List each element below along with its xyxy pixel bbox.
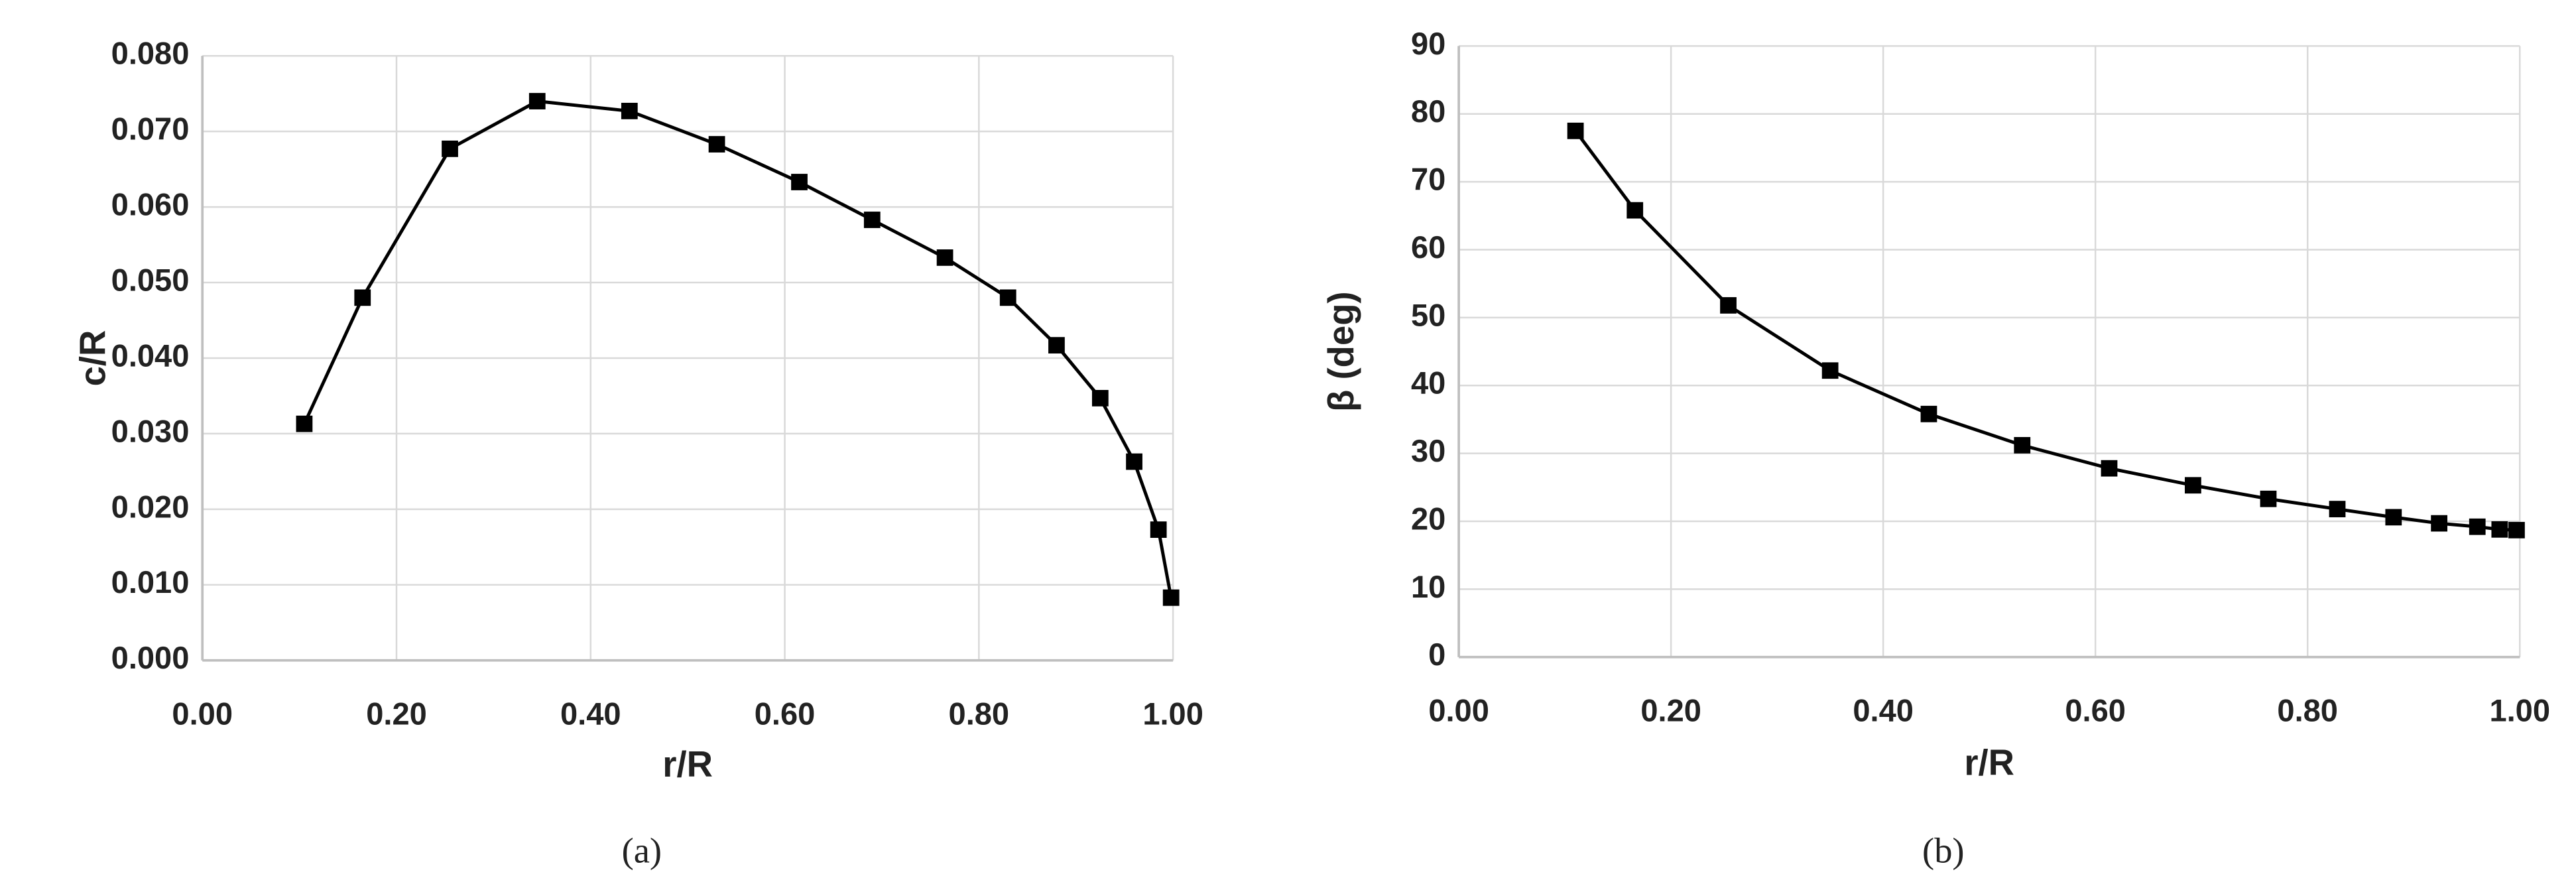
y-tick-label: 80	[1411, 94, 1445, 129]
y-tick-label: 50	[1411, 297, 1445, 332]
y-tick-label: 0	[1428, 637, 1445, 672]
x-tick-label: 0.80	[949, 696, 1010, 731]
y-tick-label: 40	[1411, 365, 1445, 401]
marker	[2185, 477, 2201, 494]
marker	[1048, 337, 1065, 353]
marker	[1720, 297, 1737, 314]
y-tick-label: 90	[1411, 26, 1445, 61]
caption: (b)	[1922, 830, 1965, 871]
marker	[1091, 389, 1109, 407]
y-tick-label: 0.030	[111, 413, 190, 448]
x-tick-label: 0.60	[755, 696, 816, 731]
x-tick-label: 0.00	[172, 696, 233, 731]
marker	[936, 249, 953, 266]
y-tick-label: 0.020	[111, 489, 190, 524]
marker	[1626, 202, 1644, 219]
y-tick-label: 0.050	[111, 262, 190, 297]
y-axis-label: β (deg)	[1321, 291, 1361, 412]
y-tick-label: 30	[1411, 433, 1445, 468]
marker	[2329, 501, 2346, 517]
data-line	[1574, 129, 2517, 532]
marker	[528, 93, 546, 109]
x-tick-label: 0.40	[1853, 692, 1914, 728]
y-tick-label: 0.040	[111, 338, 190, 373]
caption: (a)	[622, 830, 662, 871]
x-tick-label: 1.00	[1142, 696, 1203, 731]
y-tick-label: 0.060	[111, 187, 190, 222]
x-tick-label: 0.20	[366, 696, 427, 731]
y-tick-label: 70	[1411, 162, 1445, 197]
y-axis-label: c/R	[73, 330, 113, 387]
marker	[2508, 521, 2525, 539]
data-line	[302, 99, 1173, 598]
marker	[863, 212, 881, 228]
marker	[2385, 509, 2402, 526]
marker	[708, 136, 725, 153]
marker	[1920, 405, 1937, 422]
marker	[1126, 453, 1142, 470]
y-tick-label: 60	[1411, 229, 1445, 265]
marker	[999, 289, 1016, 306]
x-tick-label: 0.40	[560, 696, 621, 731]
x-tick-label: 0.20	[1640, 692, 1701, 728]
y-tick-label: 0.080	[111, 36, 190, 71]
marker	[2014, 436, 2031, 454]
x-tick-label: 1.00	[2489, 692, 2550, 728]
marker	[296, 415, 313, 432]
y-tick-label: 10	[1411, 569, 1445, 604]
marker	[2260, 490, 2277, 507]
marker	[1162, 589, 1180, 606]
marker	[621, 103, 638, 119]
marker	[2101, 460, 2118, 477]
x-tick-label: 0.00	[1428, 692, 1489, 728]
marker	[354, 289, 371, 306]
y-tick-label: 0.070	[111, 111, 190, 147]
x-tick-label: 0.60	[2065, 692, 2126, 728]
x-tick-label: 0.80	[2277, 692, 2338, 728]
marker	[1821, 362, 1839, 379]
x-axis-label: r/R	[1964, 743, 2014, 783]
marker	[2469, 518, 2486, 535]
marker	[1567, 122, 1584, 139]
marker	[791, 174, 808, 190]
marker	[2491, 521, 2508, 538]
y-tick-label: 0.010	[111, 564, 190, 600]
x-axis-label: r/R	[662, 744, 713, 785]
y-tick-label: 0.000	[111, 640, 190, 675]
marker	[2431, 515, 2448, 532]
y-tick-label: 20	[1411, 501, 1445, 536]
marker	[442, 140, 458, 157]
marker	[1150, 521, 1167, 539]
